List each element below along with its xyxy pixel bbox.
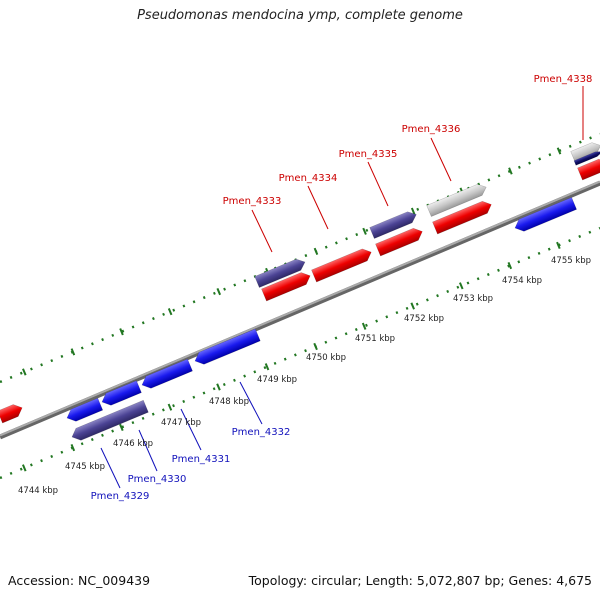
major-tick bbox=[361, 322, 367, 330]
bottom-label-leaders bbox=[100, 381, 263, 489]
major-tick bbox=[167, 308, 173, 316]
kbp-tick-label: 4751 kbp bbox=[355, 334, 395, 344]
major-tick bbox=[22, 464, 27, 472]
major-tick bbox=[410, 207, 416, 215]
gene-arrow-pseudo[interactable] bbox=[369, 209, 419, 239]
gene-label-pmen-4332[interactable]: Pmen_4332 bbox=[232, 427, 291, 438]
major-tick bbox=[507, 261, 513, 270]
gene-label-pmen-4330[interactable]: Pmen_4330 bbox=[128, 474, 187, 485]
kbp-tick-label: 4748 kbp bbox=[209, 397, 249, 407]
major-tick bbox=[264, 363, 270, 371]
gene-arrow-reverse[interactable] bbox=[65, 397, 104, 424]
kbp-tick-label: 4755 kbp bbox=[551, 256, 591, 266]
kbp-tick-label: 4749 kbp bbox=[257, 375, 297, 385]
major-tick bbox=[119, 423, 124, 432]
gene-arrow-forward[interactable] bbox=[432, 199, 494, 235]
major-tick bbox=[313, 247, 319, 256]
gene-arrow-forward[interactable] bbox=[261, 270, 313, 302]
major-tick bbox=[119, 328, 124, 336]
kbp-tick-label: 4747 kbp bbox=[161, 418, 201, 428]
gene-label-pmen-4329[interactable]: Pmen_4329 bbox=[91, 491, 150, 502]
major-tick bbox=[22, 368, 27, 376]
major-tick bbox=[458, 282, 464, 290]
kbp-tick-labels: 4744 kbp 4745 kbp 4746 kbp 4747 kbp 4748… bbox=[18, 256, 591, 496]
major-tick bbox=[410, 302, 415, 310]
kbp-tick-label: 4753 kbp bbox=[453, 294, 493, 304]
map-title: Pseudomonas mendocina ymp, complete geno… bbox=[137, 8, 463, 23]
lower-major-ticks bbox=[22, 241, 561, 472]
major-tick bbox=[216, 383, 221, 391]
gene-label-pmen-4331[interactable]: Pmen_4331 bbox=[172, 454, 231, 465]
major-tick bbox=[313, 342, 318, 351]
gene-arrow-forward[interactable] bbox=[0, 402, 25, 424]
gene-label-pmen-4336[interactable]: Pmen_4336 bbox=[402, 124, 461, 135]
kbp-tick-label: 4754 kbp bbox=[502, 276, 542, 286]
genome-info-label: Topology: circular; Length: 5,072,807 bp… bbox=[248, 573, 592, 588]
accession-label: Accession: NC_009439 bbox=[8, 573, 151, 588]
gene-arrow-reverse[interactable] bbox=[100, 380, 142, 408]
top-label-leaders bbox=[251, 86, 584, 253]
gene-arrow-other[interactable] bbox=[426, 182, 489, 217]
major-tick bbox=[556, 241, 561, 249]
major-tick bbox=[508, 167, 513, 175]
gene-arrow-reverse[interactable] bbox=[140, 358, 193, 391]
genome-backbone bbox=[0, 180, 600, 437]
kbp-tick-label: 4750 kbp bbox=[306, 353, 346, 363]
gene-arrow-pseudo[interactable] bbox=[70, 399, 149, 443]
gene-label-pmen-4335[interactable]: Pmen_4335 bbox=[339, 149, 398, 160]
gene-arrow-forward[interactable] bbox=[577, 156, 600, 181]
kbp-tick-label: 4744 kbp bbox=[18, 486, 58, 496]
gene-arrow-reverse[interactable] bbox=[193, 328, 261, 367]
major-tick bbox=[70, 444, 76, 452]
genome-backbone-shadow bbox=[0, 180, 600, 440]
gene-features[interactable] bbox=[0, 140, 600, 443]
kbp-tick-label: 4746 kbp bbox=[113, 439, 153, 449]
kbp-tick-label: 4752 kbp bbox=[404, 314, 444, 324]
major-tick bbox=[167, 403, 173, 411]
major-tick bbox=[70, 348, 76, 356]
gene-arrow-pseudo[interactable] bbox=[254, 256, 308, 288]
gene-arrow-reverse[interactable] bbox=[513, 197, 577, 234]
kbp-tick-label: 4745 kbp bbox=[65, 462, 105, 472]
gene-arrow-forward[interactable] bbox=[375, 226, 425, 257]
major-tick bbox=[556, 147, 562, 155]
gene-label-pmen-4334[interactable]: Pmen_4334 bbox=[279, 173, 338, 184]
gene-label-pmen-4338[interactable]: Pmen_4338 bbox=[534, 74, 593, 85]
major-tick bbox=[216, 287, 222, 296]
major-tick bbox=[362, 227, 367, 235]
gene-arrow-forward[interactable] bbox=[311, 246, 374, 283]
gene-label-pmen-4333[interactable]: Pmen_4333 bbox=[223, 196, 282, 207]
